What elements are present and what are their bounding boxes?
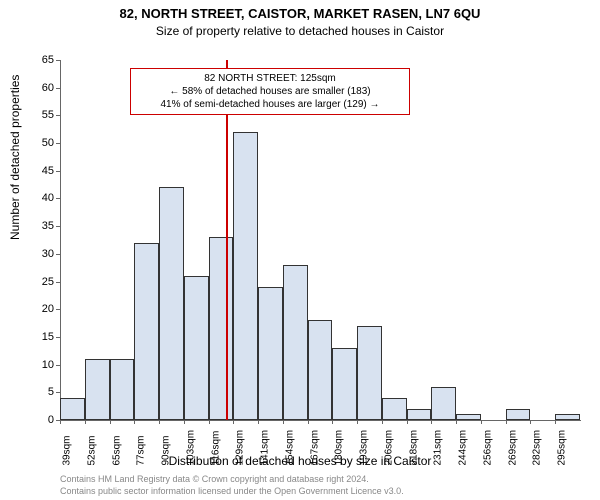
xtick-mark <box>85 420 86 424</box>
ytick-mark <box>56 254 60 255</box>
xtick-mark <box>209 420 210 424</box>
annotation-box: 82 NORTH STREET: 125sqm ← 58% of detache… <box>130 68 410 115</box>
xtick-mark <box>233 420 234 424</box>
xtick-mark <box>357 420 358 424</box>
ytick-label: 0 <box>48 414 54 426</box>
xtick-mark <box>258 420 259 424</box>
ytick-mark <box>56 88 60 89</box>
histogram-bar <box>258 287 283 420</box>
histogram-bar <box>233 132 258 420</box>
histogram-bar <box>159 187 184 420</box>
ytick-label: 5 <box>48 386 54 398</box>
xtick-mark <box>456 420 457 424</box>
histogram-bar <box>308 320 333 420</box>
histogram-bar <box>357 326 382 420</box>
xtick-mark <box>431 420 432 424</box>
ytick-label: 40 <box>42 192 54 204</box>
histogram-bar <box>134 243 159 420</box>
ytick-label: 50 <box>42 137 54 149</box>
ytick-label: 30 <box>42 248 54 260</box>
histogram-bar <box>407 409 432 420</box>
ytick-label: 35 <box>42 220 54 232</box>
ytick-mark <box>56 143 60 144</box>
ytick-label: 20 <box>42 303 54 315</box>
annotation-line-2: 41% of semi-detached houses are larger (… <box>139 98 401 111</box>
ytick-mark <box>56 365 60 366</box>
ytick-mark <box>56 198 60 199</box>
ytick-mark <box>56 337 60 338</box>
ytick-label: 10 <box>42 359 54 371</box>
histogram-bar <box>85 359 110 420</box>
ytick-label: 65 <box>42 54 54 66</box>
ytick-mark <box>56 171 60 172</box>
histogram-bar <box>506 409 531 420</box>
ytick-mark <box>56 282 60 283</box>
ytick-label: 45 <box>42 165 54 177</box>
xtick-mark <box>481 420 482 424</box>
ytick-label: 15 <box>42 331 54 343</box>
xtick-mark <box>60 420 61 424</box>
xtick-mark <box>159 420 160 424</box>
histogram-bar <box>332 348 357 420</box>
xtick-mark <box>530 420 531 424</box>
ytick-label: 55 <box>42 109 54 121</box>
histogram-bar <box>382 398 407 420</box>
ytick-mark <box>56 226 60 227</box>
histogram-bar <box>431 387 456 420</box>
chart-title: 82, NORTH STREET, CAISTOR, MARKET RASEN,… <box>0 6 600 21</box>
xtick-mark <box>110 420 111 424</box>
xtick-mark <box>134 420 135 424</box>
xtick-mark <box>308 420 309 424</box>
footer-attribution: Contains HM Land Registry data © Crown c… <box>60 474 404 497</box>
footer-line-2: Contains public sector information licen… <box>60 486 404 498</box>
xtick-mark <box>506 420 507 424</box>
histogram-bar <box>184 276 209 420</box>
histogram-bar <box>283 265 308 420</box>
ytick-mark <box>56 60 60 61</box>
chart-subtitle: Size of property relative to detached ho… <box>0 24 600 38</box>
annotation-line-1: ← 58% of detached houses are smaller (18… <box>139 85 401 98</box>
ytick-label: 25 <box>42 276 54 288</box>
histogram-bar <box>555 414 580 420</box>
annotation-line-0: 82 NORTH STREET: 125sqm <box>139 72 401 85</box>
histogram-bar <box>110 359 135 420</box>
xtick-mark <box>382 420 383 424</box>
xtick-mark <box>407 420 408 424</box>
histogram-bar <box>209 237 234 420</box>
ytick-label: 60 <box>42 82 54 94</box>
xtick-mark <box>184 420 185 424</box>
x-axis-label: Distribution of detached houses by size … <box>0 454 600 468</box>
xtick-mark <box>555 420 556 424</box>
ytick-mark <box>56 309 60 310</box>
histogram-bar <box>456 414 481 420</box>
footer-line-1: Contains HM Land Registry data © Crown c… <box>60 474 404 486</box>
ytick-mark <box>56 115 60 116</box>
xtick-mark <box>283 420 284 424</box>
chart-container: 82, NORTH STREET, CAISTOR, MARKET RASEN,… <box>0 0 600 500</box>
y-axis-label: Number of detached properties <box>8 75 22 240</box>
histogram-bar <box>60 398 85 420</box>
xtick-mark <box>332 420 333 424</box>
ytick-mark <box>56 392 60 393</box>
